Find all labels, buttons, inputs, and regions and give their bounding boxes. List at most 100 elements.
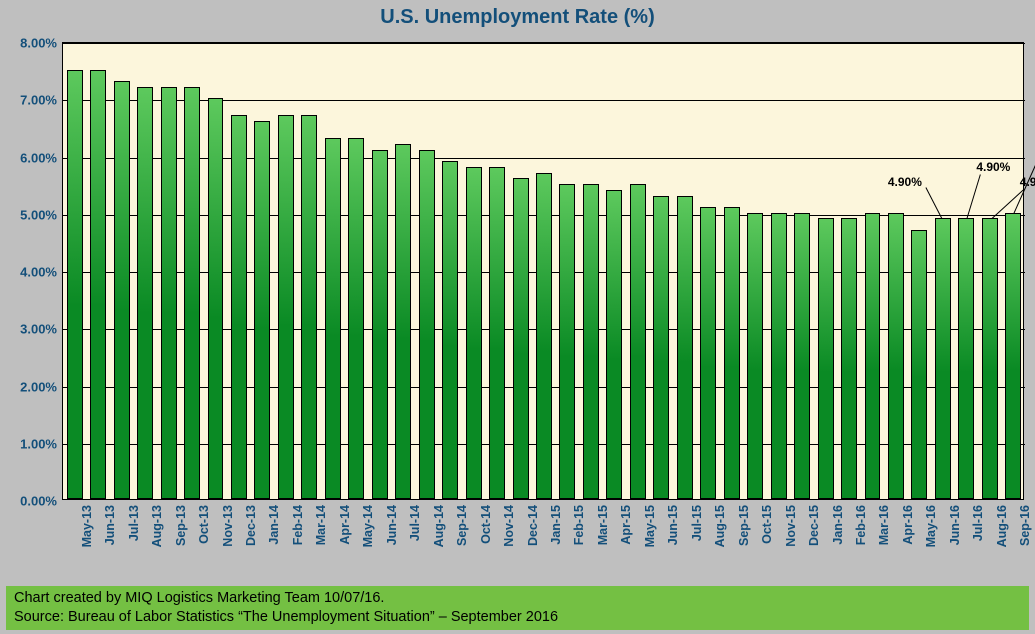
bar: [911, 230, 927, 499]
bar: [818, 218, 834, 499]
xtick-label: Nov-15: [784, 503, 798, 547]
bar: [67, 70, 83, 499]
xtick-label: Jul-13: [127, 503, 141, 541]
bar: [137, 87, 153, 499]
ytick-label: 0.00%: [20, 494, 57, 509]
ytick-label: 1.00%: [20, 436, 57, 451]
chart-title: U.S. Unemployment Rate (%): [0, 6, 1035, 29]
bar: [184, 87, 200, 499]
bar: [630, 184, 646, 499]
chart-frame: U.S. Unemployment Rate (%) 0.00%1.00%2.0…: [0, 0, 1035, 634]
xtick-label: Jun-14: [385, 503, 399, 545]
bar: [114, 81, 130, 499]
xtick-label: Aug-16: [995, 503, 1009, 547]
xtick-label: Dec-13: [244, 503, 258, 546]
xtick-label: May-16: [924, 503, 938, 547]
xtick-label: May-13: [80, 503, 94, 547]
annotation-label: 4.90%: [1020, 175, 1035, 189]
bar: [653, 196, 669, 499]
ytick-label: 5.00%: [20, 207, 57, 222]
bar: [794, 213, 810, 499]
bar: [747, 213, 763, 499]
bar: [254, 121, 270, 499]
bar: [958, 218, 974, 499]
xtick-label: Jun-16: [948, 503, 962, 545]
bar: [583, 184, 599, 499]
xtick-label: Dec-15: [807, 503, 821, 546]
bar: [325, 138, 341, 499]
footer: Chart created by MIQ Logistics Marketing…: [6, 586, 1029, 630]
bar: [982, 218, 998, 499]
xtick-label: Mar-15: [596, 503, 610, 545]
bar: [466, 167, 482, 499]
xtick-label: Oct-13: [197, 503, 211, 544]
annotation-label: 4.90%: [888, 175, 922, 189]
xtick-label: Apr-15: [619, 503, 633, 545]
xtick-label: Aug-14: [432, 503, 446, 547]
xtick-label: Apr-16: [901, 503, 915, 545]
bar: [90, 70, 106, 499]
bar: [865, 213, 881, 499]
xtick-label: Oct-15: [760, 503, 774, 544]
bar: [724, 207, 740, 499]
bar: [442, 161, 458, 499]
xtick-label: Sep-16: [1018, 503, 1032, 546]
xtick-label: Apr-14: [338, 503, 352, 545]
xtick-label: Jun-13: [103, 503, 117, 545]
ytick-label: 2.00%: [20, 379, 57, 394]
xtick-label: Sep-13: [174, 503, 188, 546]
bar: [372, 150, 388, 499]
bar: [888, 213, 904, 499]
xtick-label: May-14: [361, 503, 375, 547]
xtick-label: Nov-13: [221, 503, 235, 547]
bar: [419, 150, 435, 499]
ytick-label: 4.00%: [20, 265, 57, 280]
xtick-label: Jul-16: [971, 503, 985, 541]
xtick-label: Nov-14: [502, 503, 516, 547]
xtick-label: Sep-15: [737, 503, 751, 546]
bar: [513, 178, 529, 499]
xtick-label: Aug-13: [150, 503, 164, 547]
footer-line-1: Chart created by MIQ Logistics Marketing…: [14, 589, 1021, 608]
bar: [301, 115, 317, 499]
bar: [606, 190, 622, 499]
xtick-label: Jan-14: [267, 503, 281, 545]
bar: [935, 218, 951, 499]
bar: [536, 173, 552, 499]
bar: [489, 167, 505, 499]
xtick-label: Jan-15: [549, 503, 563, 545]
xtick-label: Mar-16: [877, 503, 891, 545]
xtick-label: Feb-14: [291, 503, 305, 545]
bar: [231, 115, 247, 499]
ytick-label: 6.00%: [20, 150, 57, 165]
xtick-label: Jan-16: [831, 503, 845, 545]
xtick-label: Feb-16: [854, 503, 868, 545]
plot-area: 0.00%1.00%2.00%3.00%4.00%5.00%6.00%7.00%…: [62, 42, 1024, 500]
bar: [677, 196, 693, 499]
ytick-label: 7.00%: [20, 93, 57, 108]
bar: [208, 98, 224, 499]
xtick-label: Feb-15: [572, 503, 586, 545]
xtick-label: Jul-15: [690, 503, 704, 541]
xtick-label: Oct-14: [479, 503, 493, 544]
ytick-label: 3.00%: [20, 322, 57, 337]
xtick-label: Jul-14: [408, 503, 422, 541]
bar: [771, 213, 787, 499]
ytick-label: 8.00%: [20, 36, 57, 51]
annotation-label: 4.90%: [976, 160, 1010, 174]
footer-line-2: Source: Bureau of Labor Statistics “The …: [14, 608, 1021, 627]
xtick-label: Mar-14: [314, 503, 328, 545]
xtick-label: Aug-15: [713, 503, 727, 547]
bar: [348, 138, 364, 499]
bar: [1005, 213, 1021, 499]
xtick-label: May-15: [643, 503, 657, 547]
bar: [278, 115, 294, 499]
bar: [841, 218, 857, 499]
xtick-label: Jun-15: [666, 503, 680, 545]
bar: [700, 207, 716, 499]
bar: [559, 184, 575, 499]
gridline: [63, 43, 1025, 44]
bar: [395, 144, 411, 499]
xtick-label: Dec-14: [526, 503, 540, 546]
bar: [161, 87, 177, 499]
